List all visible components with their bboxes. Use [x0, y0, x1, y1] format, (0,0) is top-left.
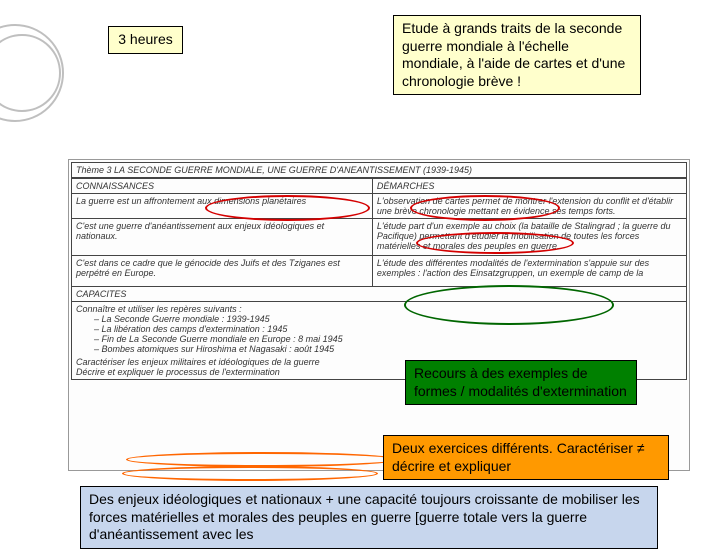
- callout-recours: Recours à des exemples de formes / modal…: [405, 360, 637, 405]
- callout-recours-text: Recours à des exemples de formes / modal…: [414, 365, 627, 399]
- ellipse-highlight-5: [126, 452, 398, 467]
- doc-conn3: C'est dans ce cadre que le génocide des …: [72, 256, 373, 286]
- ellipse-highlight-3: [416, 232, 574, 254]
- doc-theme: Thème 3 LA SECONDE GUERRE MONDIALE, UNE …: [71, 162, 687, 178]
- callout-enjeux: Des enjeux idéologiques et nationaux + u…: [80, 486, 658, 549]
- doc-cap1b: – La libération des camps d'exterminatio…: [76, 324, 682, 334]
- callout-hours: 3 heures: [108, 26, 183, 54]
- callout-enjeux-text: Des enjeux idéologiques et nationaux + u…: [89, 491, 640, 542]
- decorative-circles: [0, 18, 80, 128]
- ellipse-highlight-1: [205, 195, 370, 221]
- doc-cap1c: – Fin de La Seconde Guerre mondiale en E…: [76, 334, 682, 344]
- doc-demarches-header: DÉMARCHES: [373, 179, 686, 193]
- doc-dem3: L'étude des différentes modalités de l'e…: [373, 256, 686, 286]
- doc-connaissances-header: CONNAISSANCES: [72, 179, 373, 193]
- doc-conn2: C'est une guerre d'anéantissement aux en…: [72, 219, 373, 255]
- doc-cap1d: – Bombes atomiques sur Hiroshima et Naga…: [76, 344, 682, 354]
- ellipse-highlight-4: [404, 285, 614, 325]
- ellipse-highlight-2: [410, 195, 560, 221]
- callout-deux: Deux exercices différents. Caractériser …: [383, 435, 669, 480]
- callout-deux-text: Deux exercices différents. Caractériser …: [392, 440, 645, 474]
- callout-etude: Etude à grands traits de la seconde guer…: [393, 15, 641, 95]
- ellipse-highlight-6: [122, 466, 378, 481]
- callout-hours-text: 3 heures: [118, 31, 172, 47]
- callout-etude-text: Etude à grands traits de la seconde guer…: [402, 20, 625, 89]
